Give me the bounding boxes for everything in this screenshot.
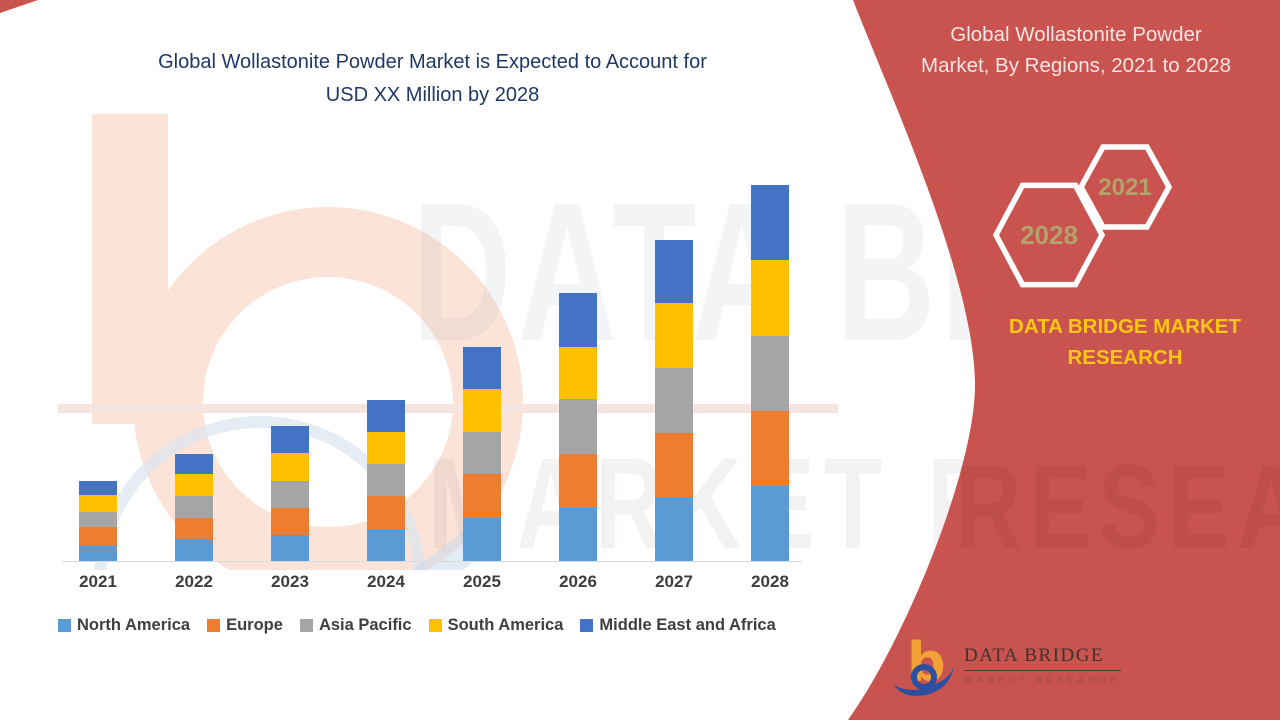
x-label-2025: 2025	[463, 572, 501, 591]
watermark-band	[58, 404, 838, 413]
legend-swatch-south-america	[428, 619, 442, 632]
logo-text: DATA BRIDGE MARKET RESEARCH	[964, 645, 1121, 686]
legend-swatch-north-america	[58, 619, 71, 632]
data-bridge-logo: b DATA BRIDGE MARKET RESEARCH	[893, 633, 1121, 697]
brand-text-line1: DATA BRIDGE MARKET	[1009, 315, 1241, 338]
bar-segment-middle-east-and-africa-2025	[463, 347, 501, 389]
bar-segment-south-america-2023	[271, 453, 309, 481]
bar-2027	[655, 240, 693, 561]
bar-segment-europe-2021	[79, 527, 117, 546]
bar-segment-asia-pacific-2022	[175, 496, 213, 518]
logo-b-icon: b	[894, 633, 954, 696]
legend-item-north-america: North America	[58, 616, 190, 635]
legend-label-europe: Europe	[226, 616, 283, 634]
legend-item-middle-east-and-africa: Middle East and Africa	[580, 616, 776, 635]
bar-segment-south-america-2025	[463, 389, 501, 432]
bar-segment-middle-east-and-africa-2022	[175, 454, 213, 474]
bar-segment-south-america-2026	[559, 347, 597, 399]
legend-swatch-europe	[207, 619, 221, 632]
brand-text: DATA BRIDGE MARKET RESEARCH	[970, 311, 1280, 373]
bar-segment-north-america-2021	[79, 546, 117, 561]
legend-swatch-middle-east-and-africa	[580, 619, 594, 632]
bar-2025	[463, 347, 501, 561]
hexagon-small-label: 2021	[1098, 174, 1151, 201]
bar-segment-asia-pacific-2026	[559, 399, 597, 454]
legend-label-south-america: South America	[447, 616, 564, 634]
bar-segment-middle-east-and-africa-2027	[655, 240, 693, 303]
bar-segment-south-america-2027	[655, 303, 693, 368]
legend-label-north-america: North America	[77, 616, 191, 634]
bar-segment-europe-2025	[463, 474, 501, 518]
chart-title-line1: Global Wollastonite Powder Market is Exp…	[158, 51, 707, 73]
panel-title-line2: Market, By Regions, 2021 to 2028	[921, 54, 1231, 77]
bar-segment-south-america-2028	[751, 260, 789, 336]
brand-text-line2: RESEARCH	[1067, 346, 1183, 369]
bar-segment-europe-2027	[655, 433, 693, 497]
legend: North America Europe Asia Pacific South Ame…	[58, 616, 858, 635]
legend-item-south-america: South America	[428, 616, 564, 635]
x-label-2024: 2024	[367, 572, 405, 591]
legend-item-asia-pacific: Asia Pacific	[299, 616, 412, 635]
legend-label-middle-east-and-africa: Middle East and Africa	[599, 616, 776, 634]
bar-segment-europe-2028	[751, 411, 789, 486]
logo-name: DATA BRIDGE	[964, 645, 1121, 671]
bar-segment-north-america-2028	[751, 486, 789, 561]
panel-watermark-text: RESEARCH	[955, 441, 1280, 574]
x-axis-labels: 2021 2022 2023 2024 2025 2026 2027 2028	[62, 572, 802, 596]
bar-segment-middle-east-and-africa-2024	[367, 400, 405, 432]
bar-2022	[175, 454, 213, 561]
bar-2023	[271, 426, 309, 561]
bar-segment-north-america-2027	[655, 497, 693, 561]
bar-segment-asia-pacific-2023	[271, 481, 309, 508]
hexagon-large	[992, 182, 1106, 288]
bar-segment-europe-2024	[367, 496, 405, 529]
x-label-2026: 2026	[559, 572, 597, 591]
legend-swatch-asia-pacific	[299, 619, 313, 632]
corner-triangle	[0, 0, 38, 13]
chart-title: Global Wollastonite Powder Market is Exp…	[60, 46, 805, 112]
x-label-2028: 2028	[751, 572, 789, 591]
panel-title: Global Wollastonite Powder Market, By Re…	[880, 19, 1272, 81]
bar-segment-middle-east-and-africa-2023	[271, 426, 309, 453]
bar-2026	[559, 293, 597, 561]
bar-segment-asia-pacific-2028	[751, 336, 789, 411]
bar-segment-asia-pacific-2025	[463, 432, 501, 474]
bar-segment-asia-pacific-2027	[655, 368, 693, 433]
bar-segment-europe-2026	[559, 454, 597, 508]
x-label-2023: 2023	[271, 572, 309, 591]
x-label-2027: 2027	[655, 572, 693, 591]
bar-segment-europe-2022	[175, 518, 213, 539]
bar-segment-south-america-2024	[367, 432, 405, 464]
bar-segment-asia-pacific-2021	[79, 512, 117, 527]
chart-title-line2: USD XX Million by 2028	[325, 84, 540, 106]
bar-segment-south-america-2021	[79, 495, 117, 512]
bar-2024	[367, 400, 405, 561]
bar-segment-south-america-2022	[175, 474, 213, 496]
hexagon-large-label: 2028	[1020, 220, 1078, 250]
bar-segment-asia-pacific-2024	[367, 464, 405, 496]
bar-segment-europe-2023	[271, 508, 309, 535]
legend-label-asia-pacific: Asia Pacific	[318, 616, 412, 634]
x-label-2021: 2021	[79, 572, 117, 591]
bar-segment-north-america-2023	[271, 535, 309, 561]
bar-segment-north-america-2025	[463, 518, 501, 561]
bar-segment-middle-east-and-africa-2026	[559, 293, 597, 347]
bar-2021	[79, 481, 117, 561]
hexagon-small	[1077, 144, 1173, 230]
logo-subtitle: MARKET RESEARCH	[964, 674, 1121, 686]
bar-segment-middle-east-and-africa-2021	[79, 481, 117, 495]
panel-title-line1: Global Wollastonite Powder	[950, 23, 1202, 46]
bar-2028	[751, 185, 789, 561]
bar-segment-north-america-2024	[367, 529, 405, 561]
x-label-2022: 2022	[175, 572, 213, 591]
bar-segment-middle-east-and-africa-2028	[751, 185, 789, 260]
bar-segment-north-america-2026	[559, 508, 597, 561]
plot-area	[62, 170, 802, 562]
legend-item-europe: Europe	[207, 616, 283, 635]
bar-segment-north-america-2022	[175, 539, 213, 561]
